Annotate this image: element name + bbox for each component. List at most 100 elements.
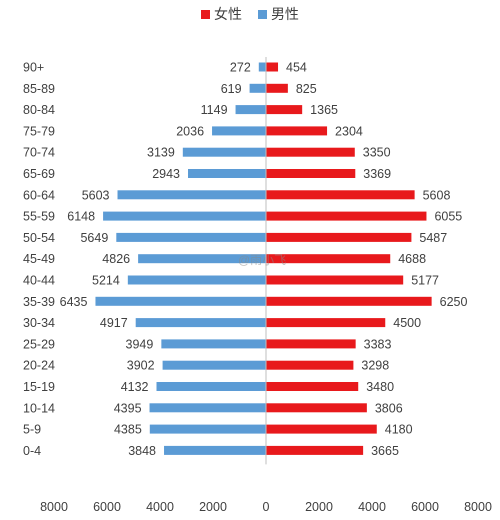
data-label-female: 1365 bbox=[310, 103, 338, 117]
data-label-male: 5214 bbox=[92, 274, 120, 288]
data-label-male: 3139 bbox=[147, 146, 175, 160]
legend-item-male: 男性 bbox=[257, 4, 299, 24]
data-label-female: 6055 bbox=[434, 210, 462, 224]
data-label-male: 4917 bbox=[100, 316, 128, 330]
legend-swatch-male bbox=[257, 10, 267, 19]
category-label: 55-59 bbox=[23, 210, 55, 224]
data-label-male: 6148 bbox=[67, 210, 95, 224]
category-label: 20-24 bbox=[23, 359, 55, 373]
bar-female bbox=[266, 424, 377, 434]
data-label-female: 3298 bbox=[361, 359, 389, 373]
bar-female bbox=[266, 211, 427, 221]
category-label: 85-89 bbox=[23, 82, 55, 96]
data-label-male: 6435 bbox=[60, 295, 88, 309]
data-label-male: 4385 bbox=[114, 423, 142, 437]
bar-male bbox=[149, 424, 266, 434]
legend-label-male: 男性 bbox=[270, 6, 299, 22]
x-tick-label: 6000 bbox=[93, 500, 121, 514]
category-label: 30-34 bbox=[23, 316, 55, 330]
chart-legend: 女性 男性 bbox=[0, 4, 500, 24]
data-label-female: 5487 bbox=[419, 231, 447, 245]
category-label: 25-29 bbox=[23, 337, 55, 351]
bar-female bbox=[266, 147, 355, 157]
data-label-female: 4500 bbox=[393, 316, 421, 330]
x-tick-label: 4000 bbox=[146, 500, 174, 514]
bar-male bbox=[258, 62, 266, 72]
data-label-male: 4826 bbox=[102, 252, 130, 266]
bar-male bbox=[127, 275, 266, 285]
x-tick-label: 2000 bbox=[305, 500, 333, 514]
bar-male bbox=[164, 445, 266, 455]
bar-male bbox=[188, 169, 266, 178]
bar-female bbox=[266, 296, 432, 306]
data-label-female: 5608 bbox=[423, 188, 451, 202]
data-label-female: 5177 bbox=[411, 274, 439, 288]
bar-female bbox=[266, 190, 415, 200]
x-tick-label: 8000 bbox=[464, 500, 492, 514]
category-label: 60-64 bbox=[23, 188, 55, 202]
bar-female bbox=[266, 254, 391, 264]
bar-female bbox=[266, 318, 386, 328]
bar-female bbox=[266, 339, 356, 349]
category-label: 70-74 bbox=[23, 146, 55, 160]
data-label-male: 2036 bbox=[176, 124, 204, 138]
category-label: 15-19 bbox=[23, 380, 55, 394]
bar-male bbox=[116, 232, 266, 242]
data-label-male: 2943 bbox=[152, 167, 180, 181]
data-label-male: 5649 bbox=[80, 231, 108, 245]
bar-female bbox=[266, 83, 288, 93]
legend-label-female: 女性 bbox=[214, 6, 243, 22]
bar-male bbox=[182, 147, 266, 157]
bar-male bbox=[249, 83, 266, 93]
category-label: 90+ bbox=[23, 61, 44, 75]
data-label-male: 5603 bbox=[82, 188, 110, 202]
category-label: 75-79 bbox=[23, 124, 55, 138]
category-label: 80-84 bbox=[23, 103, 55, 117]
bar-male bbox=[135, 318, 266, 328]
bar-male bbox=[149, 403, 266, 413]
bar-female bbox=[266, 403, 367, 413]
data-label-female: 454 bbox=[286, 61, 307, 75]
bar-male bbox=[95, 296, 266, 306]
data-label-male: 4395 bbox=[114, 401, 142, 415]
data-label-female: 4688 bbox=[398, 252, 426, 266]
bar-male bbox=[117, 190, 266, 200]
bar-male bbox=[156, 382, 266, 391]
legend-swatch-female bbox=[201, 10, 211, 19]
bar-female bbox=[266, 275, 404, 285]
x-tick-label: 4000 bbox=[358, 500, 386, 514]
data-label-male: 4132 bbox=[121, 380, 149, 394]
data-label-female: 4180 bbox=[385, 423, 413, 437]
x-tick-label: 8000 bbox=[40, 500, 68, 514]
bar-female bbox=[266, 126, 328, 136]
watermark: @雨小飞 bbox=[238, 253, 287, 267]
data-label-male: 3848 bbox=[128, 444, 156, 458]
data-label-female: 3665 bbox=[371, 444, 399, 458]
x-tick-label: 2000 bbox=[199, 500, 227, 514]
bar-male bbox=[162, 360, 266, 370]
bar-female bbox=[266, 360, 354, 370]
bar-male bbox=[212, 126, 266, 136]
category-label: 5-9 bbox=[23, 423, 41, 437]
data-label-female: 2304 bbox=[335, 124, 363, 138]
bar-female bbox=[266, 62, 279, 72]
data-label-male: 619 bbox=[221, 82, 242, 96]
category-label: 0-4 bbox=[23, 444, 41, 458]
data-label-female: 3480 bbox=[366, 380, 394, 394]
bar-male bbox=[103, 211, 266, 221]
category-label: 50-54 bbox=[23, 231, 55, 245]
category-label: 45-49 bbox=[23, 252, 55, 266]
category-label: 35-39 bbox=[23, 295, 55, 309]
bar-female bbox=[266, 382, 359, 391]
bar-female bbox=[266, 445, 364, 455]
data-label-male: 3902 bbox=[127, 359, 155, 373]
category-label: 65-69 bbox=[23, 167, 55, 181]
data-label-female: 6250 bbox=[440, 295, 468, 309]
bar-female bbox=[266, 169, 356, 178]
bar-female bbox=[266, 105, 303, 115]
bar-female bbox=[266, 232, 412, 242]
data-label-female: 3383 bbox=[364, 337, 392, 351]
data-label-male: 1149 bbox=[201, 103, 228, 117]
bar-male bbox=[138, 254, 266, 264]
